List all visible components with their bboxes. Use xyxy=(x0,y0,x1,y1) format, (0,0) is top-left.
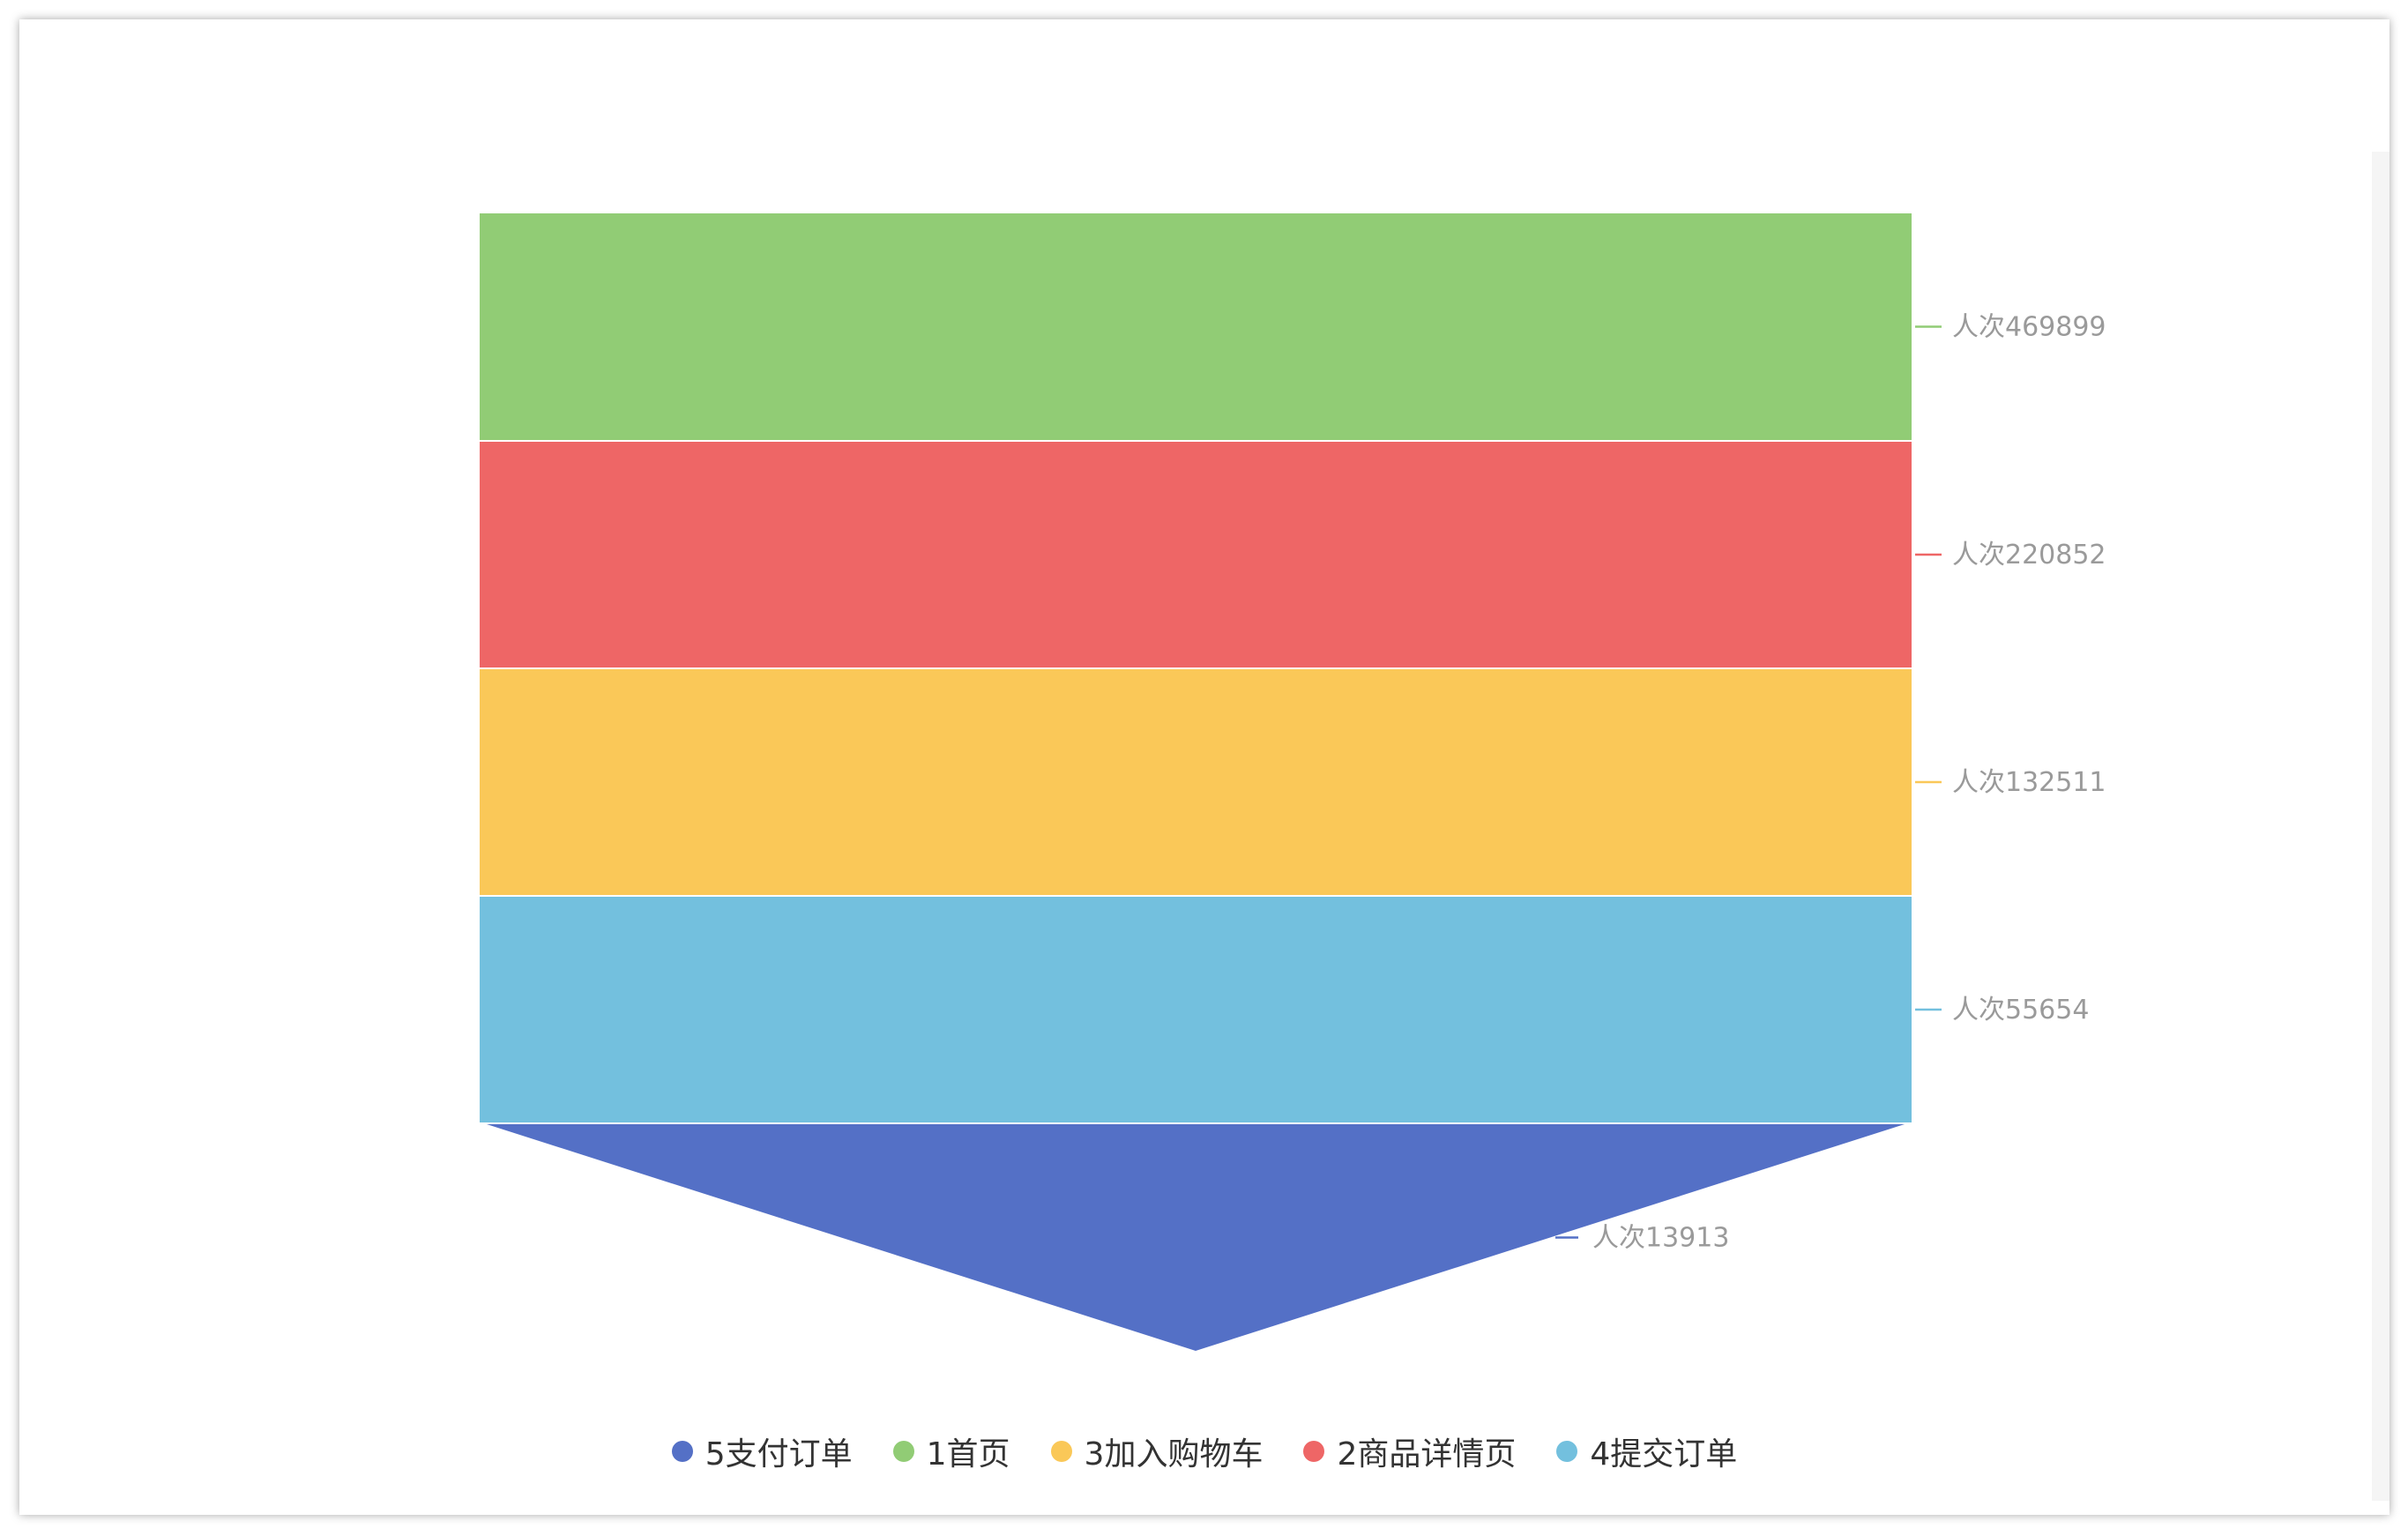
legend-dot-icon xyxy=(1303,1441,1325,1462)
funnel-stage-detail[interactable] xyxy=(480,442,1912,667)
legend-item-detail[interactable]: 2商品详情页 xyxy=(1303,1428,1516,1474)
legend-item-home[interactable]: 1首页 xyxy=(892,1428,1010,1474)
funnel-stage-home[interactable] xyxy=(480,213,1912,440)
legend-label: 3加入购物车 xyxy=(1084,1436,1264,1473)
funnel-chart: 人次469899 人次220852 人次132511 人次55654 人次13913 xyxy=(480,213,2106,1351)
legend-dot-icon xyxy=(671,1441,693,1462)
legend-label: 2商品详情页 xyxy=(1337,1436,1517,1473)
legend-dot-icon xyxy=(1556,1441,1578,1462)
panel-edge xyxy=(2372,152,2389,1501)
legend-item-payment[interactable]: 5支付订单 xyxy=(671,1428,853,1474)
value-label-submit: 人次55654 xyxy=(1952,995,2089,1025)
chart-panel: 人次469899 人次220852 人次132511 人次55654 人次13913 5… xyxy=(19,19,2389,1515)
value-label-cart: 人次132511 xyxy=(1952,767,2106,798)
legend-dot-icon xyxy=(1050,1441,1072,1462)
legend-label: 4提交订单 xyxy=(1590,1436,1738,1473)
value-label-home: 人次469899 xyxy=(1952,312,2106,343)
legend: 5支付订单 1首页 3加入购物车 2商品详情页 4提交订单 xyxy=(19,1428,2389,1474)
funnel-stage-cart[interactable] xyxy=(480,669,1912,895)
legend-dot-icon xyxy=(892,1441,914,1462)
value-label-payment: 人次13913 xyxy=(1592,1223,1729,1254)
legend-item-submit[interactable]: 4提交订单 xyxy=(1556,1428,1737,1474)
value-label-detail: 人次220852 xyxy=(1952,540,2106,570)
legend-item-cart[interactable]: 3加入购物车 xyxy=(1050,1428,1264,1474)
legend-label: 1首页 xyxy=(926,1436,1010,1473)
funnel-stage-payment[interactable] xyxy=(487,1124,1905,1351)
funnel-stage-submit[interactable] xyxy=(480,897,1912,1122)
legend-label: 5支付订单 xyxy=(705,1436,853,1473)
